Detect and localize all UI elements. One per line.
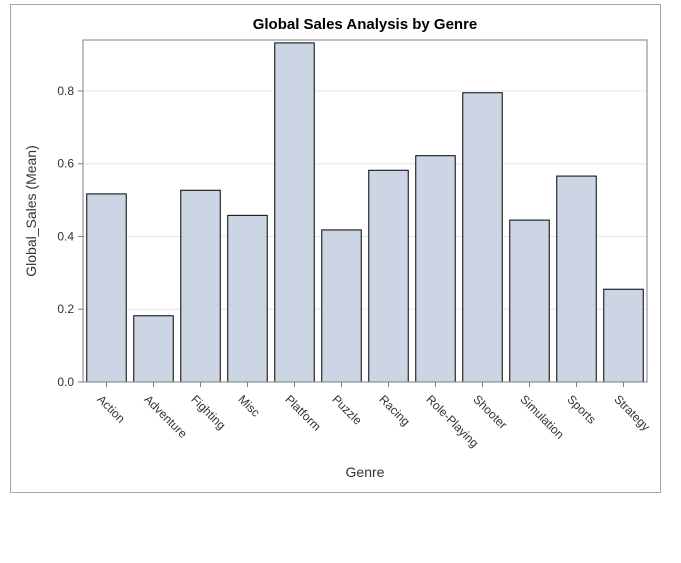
x-tick-label: Action (94, 392, 127, 425)
bar-platform (274, 42, 315, 383)
axes-layer (82, 39, 648, 383)
bar-simulation (509, 219, 550, 383)
y-tick-label: 0.2 (57, 302, 74, 316)
bar-sports (556, 175, 597, 383)
x-tick-label: Adventure (141, 392, 190, 441)
x-tick-label: Strategy (611, 392, 653, 434)
x-tick-label: Platform (282, 392, 323, 433)
x-tick-label: Simulation (517, 392, 567, 442)
x-axis-label: Genre (346, 464, 385, 480)
x-tick-label: Fighting (188, 392, 228, 432)
bar-fighting (180, 189, 221, 383)
chart-title: Global Sales Analysis by Genre (253, 16, 478, 33)
bar-misc (227, 214, 268, 383)
y-tick-label: 0.8 (57, 84, 74, 98)
bar-adventure (133, 315, 174, 383)
bars-layer (86, 42, 644, 383)
x-tick-label: Misc (235, 392, 262, 419)
x-tick-label: Sports (564, 392, 598, 426)
plot-area-border (82, 39, 648, 383)
y-tick-label: 0.6 (57, 157, 74, 171)
y-axis-label: Global_Sales (Mean) (23, 145, 39, 277)
bar-shooter (462, 92, 503, 383)
grid-layer (83, 90, 647, 310)
bar-action (86, 193, 127, 383)
x-tick-label: Puzzle (329, 392, 365, 428)
x-tick-label: Shooter (470, 392, 510, 432)
bar-racing (368, 169, 409, 383)
x-tick-label: Racing (376, 392, 412, 428)
y-tick-label: 0.4 (57, 229, 74, 243)
bar-role-playing (415, 155, 456, 383)
bar-puzzle (321, 229, 362, 383)
y-tick-label: 0.0 (57, 375, 74, 389)
bar-strategy (603, 288, 644, 383)
